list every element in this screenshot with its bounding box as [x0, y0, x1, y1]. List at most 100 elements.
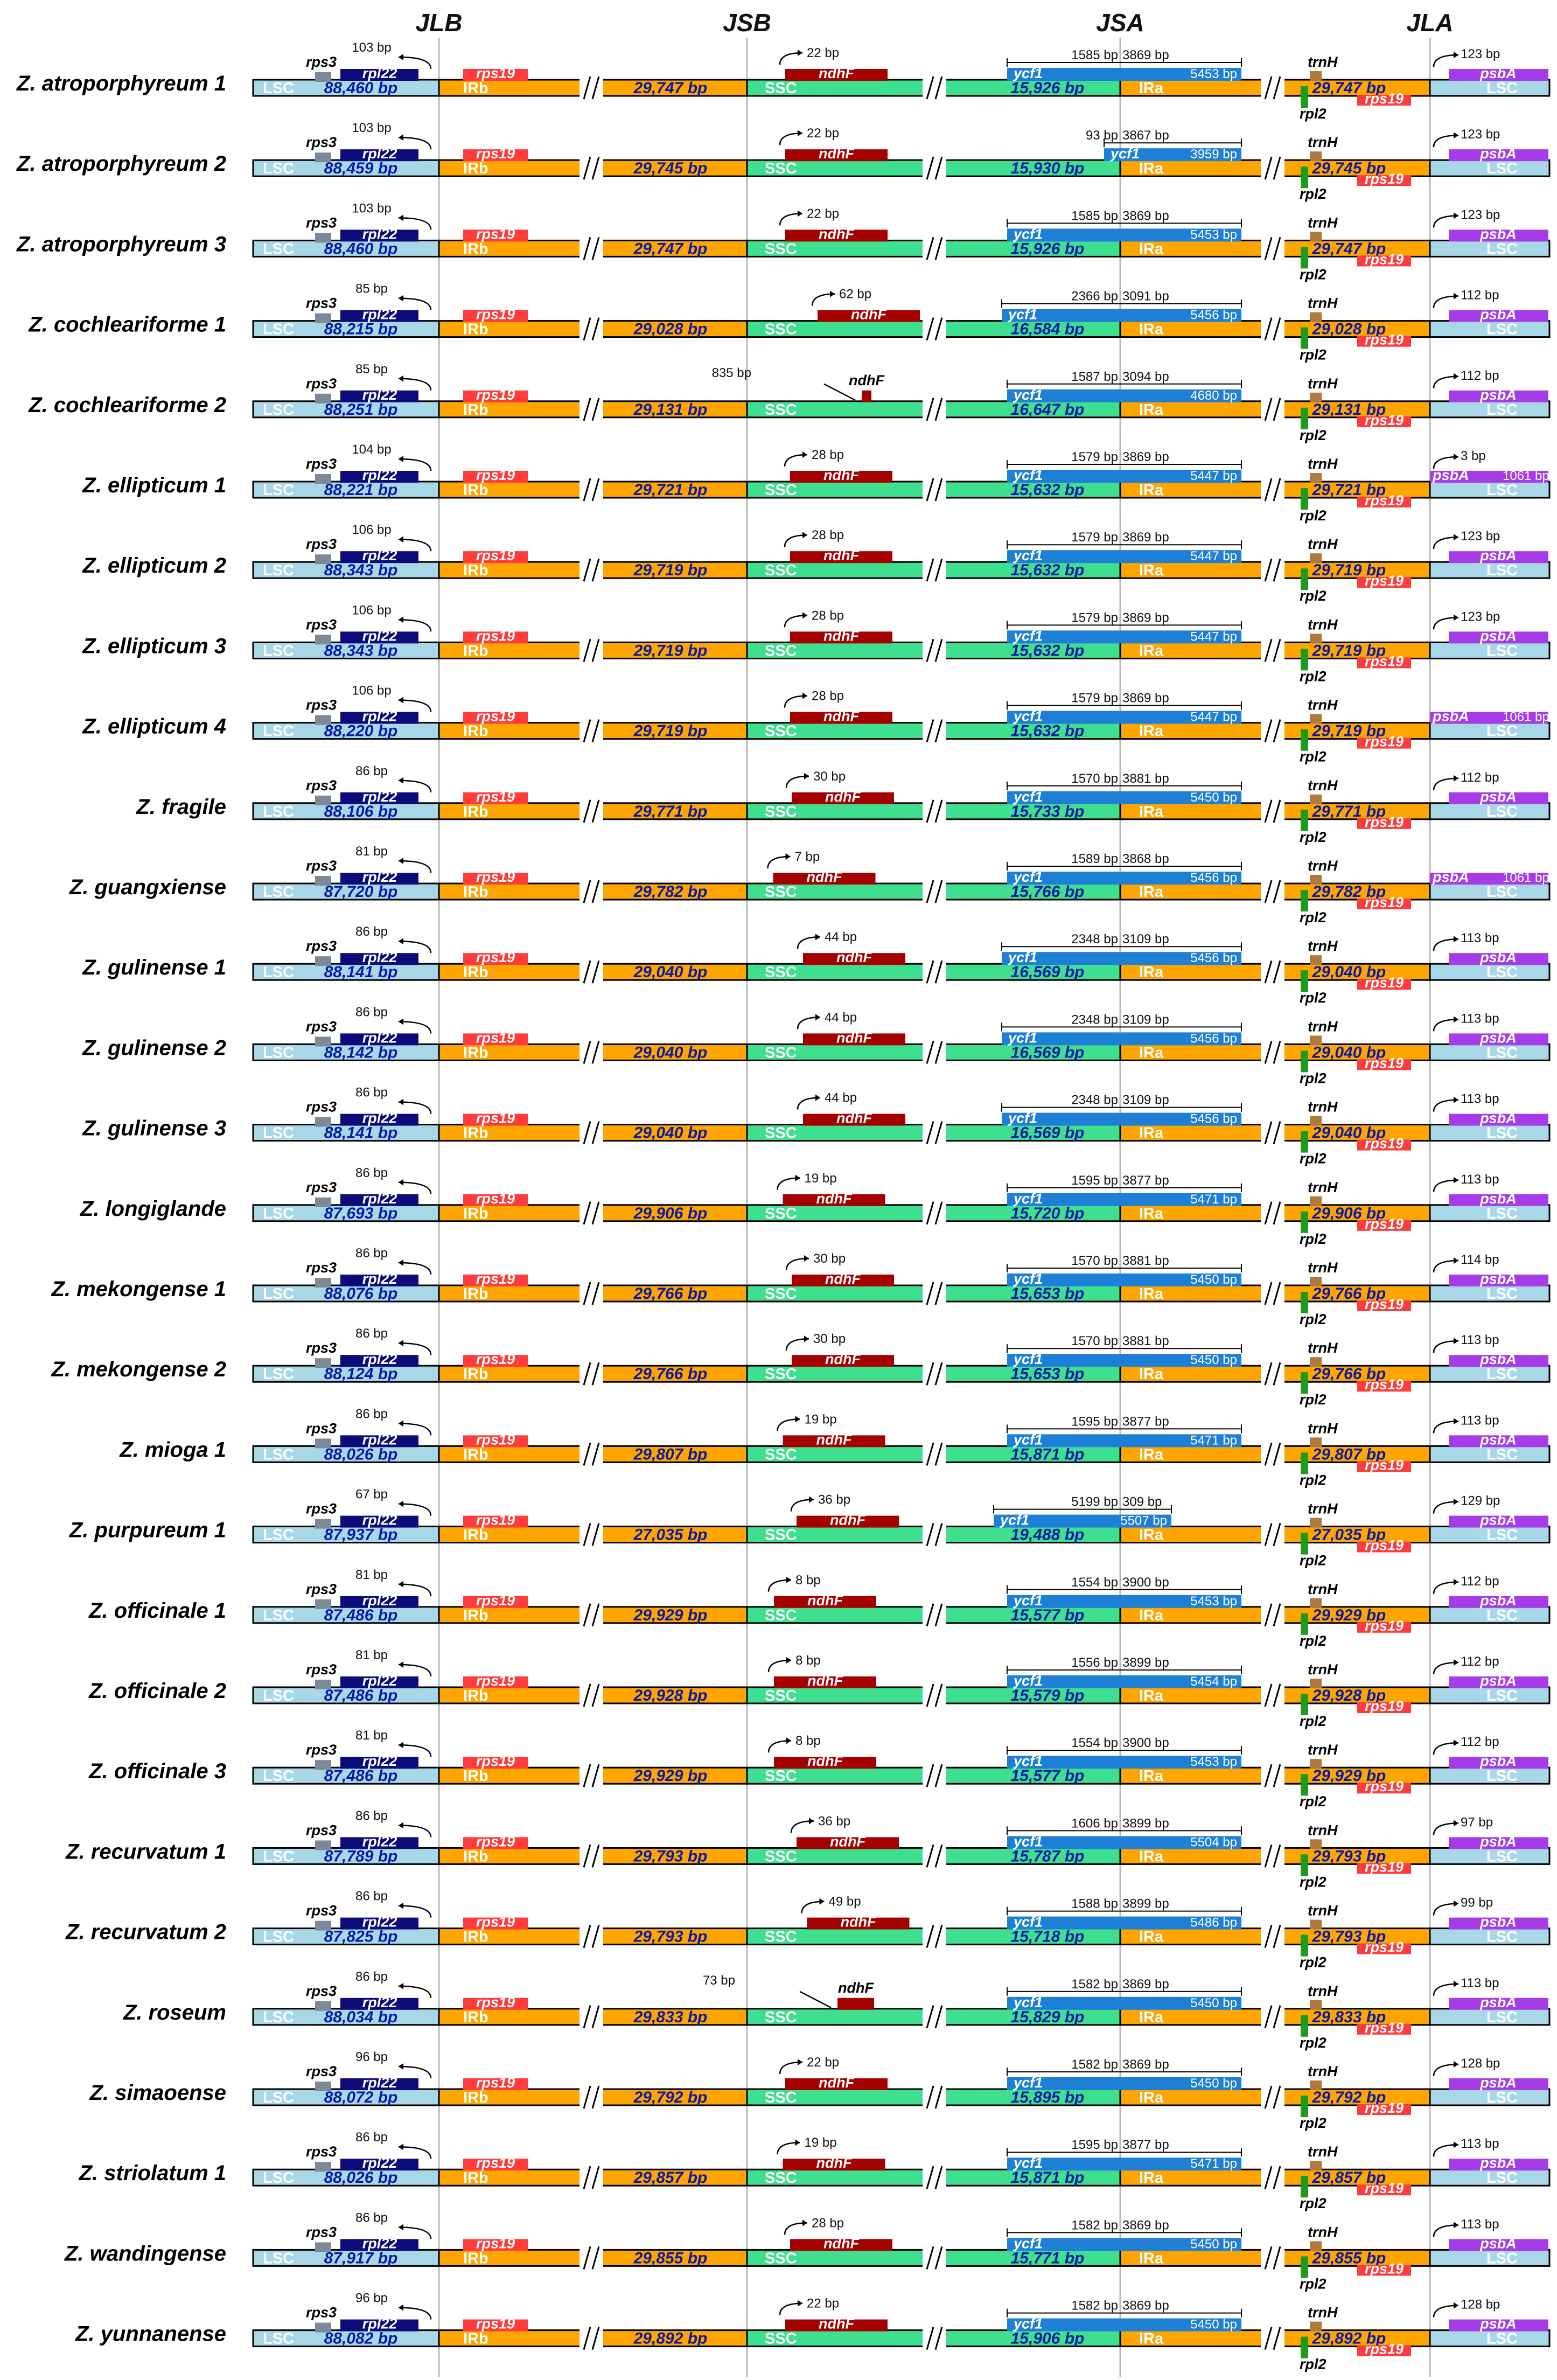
ira-region-right: [1272, 2249, 1431, 2267]
psbA-gene: [1449, 1757, 1548, 1769]
species-label: Z. atroporphyreum 1: [16, 72, 226, 95]
rpl22-gene: [340, 712, 418, 724]
jsb-arrow-head: [802, 532, 807, 539]
break-mark: [591, 2166, 600, 2189]
rpl2-label: rpl2: [1300, 2356, 1326, 2372]
break-mark: [591, 76, 600, 100]
ycf1-gene: [994, 1514, 1171, 1528]
region-label-lsc: LSC: [1486, 401, 1518, 419]
jsb-distance: 22 bp: [807, 46, 839, 60]
ssc-region-right: [933, 561, 1121, 579]
break-mark: [926, 558, 934, 582]
ycf1-label: ycf1: [1013, 1994, 1043, 2010]
rpl2-label: rpl2: [1300, 909, 1326, 925]
region-label-ssc: SSC: [765, 1687, 797, 1704]
lsc-length: 88,034 bp: [324, 2008, 398, 2026]
rpl2-label: rpl2: [1300, 1793, 1326, 1810]
ndhF-label: ndhF: [830, 1512, 866, 1528]
break-mark: [1264, 1683, 1273, 1707]
jlb-distance: 86 bp: [355, 1005, 388, 1019]
ycf1-label: ycf1: [1013, 1914, 1043, 1930]
ira-region-left: [1119, 641, 1274, 659]
jsb-distance: 835 bp: [712, 366, 751, 380]
rps3-label: rps3: [306, 858, 337, 874]
break-mark: [1273, 2246, 1281, 2270]
rps19-gene-ira: [1357, 1863, 1411, 1874]
jlb-arrow: [398, 1664, 432, 1677]
rps3-gene: [315, 1358, 331, 1368]
rps19-gene: [463, 712, 528, 724]
ycf1-total-length: 5456 bp: [1190, 951, 1237, 965]
rpl22-gene: [340, 2078, 418, 2090]
break-mark: [934, 638, 943, 662]
jla-arrow-head: [1454, 132, 1458, 139]
ira-length: 29,766 bp: [1312, 1285, 1386, 1303]
rps19-label-ira: rps19: [1365, 412, 1404, 428]
ycf1-ir-part: 309 bp: [1122, 1495, 1162, 1509]
psbA-label: psbA: [1479, 1914, 1517, 1930]
rpl22-label: rpl22: [362, 145, 397, 162]
trnH-label: trnH: [1308, 697, 1338, 713]
ycf1-ssc-part: 1579 bp: [1071, 610, 1118, 625]
rpl2-gene: [1301, 568, 1308, 590]
irb-region-right: [590, 1365, 748, 1383]
break-mark: [1264, 1121, 1273, 1145]
lsc-length: 87,693 bp: [324, 1205, 398, 1222]
ycf1-ssc-part: 1579 bp: [1071, 450, 1118, 464]
jla-arrow-head: [1454, 373, 1458, 380]
jla-arrow-head: [1454, 2222, 1458, 2229]
break-mark: [926, 478, 934, 502]
psbA-label: psbA: [1479, 307, 1517, 323]
irb-region-right: [590, 239, 748, 258]
break-mark: [926, 1040, 934, 1064]
break-gap: [923, 1361, 946, 1387]
region-label-lsc: LSC: [263, 2330, 294, 2348]
ssc-region-left: [746, 1526, 935, 1544]
ycf1-total-length: 5453 bp: [1190, 67, 1237, 81]
rpl2-label: rpl2: [1300, 186, 1326, 202]
jlb-arrow-head: [399, 2144, 403, 2151]
species-label: Z. roseum: [123, 2001, 226, 2024]
jla-distance: 112 bp: [1461, 1735, 1499, 1749]
region-label-irb: IRb: [463, 1767, 488, 1785]
ira-region-left: [1119, 882, 1274, 901]
jsb-distance: 49 bp: [829, 1895, 861, 1909]
ssc-region-left: [746, 722, 935, 740]
rps19-gene: [463, 1114, 528, 1126]
jlb-arrow-head: [399, 858, 403, 864]
ndhF-gene: [790, 2239, 892, 2251]
break-mark: [1273, 558, 1281, 582]
rpl2-gene: [1301, 166, 1308, 189]
region-label-lsc: LSC: [263, 2250, 294, 2267]
lsc-length: 88,124 bp: [324, 1365, 398, 1383]
ycf1-ir-part: 3900 bp: [1122, 1736, 1169, 1750]
break-mark: [926, 2327, 934, 2350]
rpl22-label: rpl22: [362, 2075, 397, 2091]
rpl2-label: rpl2: [1300, 1633, 1326, 1649]
trnH-label: trnH: [1308, 2224, 1338, 2240]
break-mark: [1273, 478, 1281, 502]
lsc-region-right: [1429, 1043, 1551, 1061]
jla-arrow-head: [1454, 52, 1458, 58]
psbA-label: psbA: [1479, 1592, 1517, 1609]
break-mark: [1273, 156, 1281, 180]
rps3-label: rps3: [306, 1259, 337, 1276]
break-mark: [583, 1844, 591, 1868]
break-gap: [1261, 1442, 1284, 1467]
rpl2-gene: [1301, 970, 1308, 992]
ycf1-gene: [1007, 1836, 1241, 1849]
lsc-region-right: [1429, 2008, 1551, 2026]
jlb-arrow: [398, 2226, 432, 2239]
ycf1-ir-part: 3881 bp: [1122, 771, 1169, 786]
ira-length: 29,929 bp: [1312, 1606, 1386, 1624]
trnH-label: trnH: [1308, 938, 1338, 954]
rps3-gene: [315, 393, 331, 403]
break-mark: [926, 799, 934, 823]
region-label-irb: IRb: [463, 80, 488, 97]
ira-length: 29,833 bp: [1312, 2008, 1386, 2026]
jla-distance: 99 bp: [1461, 1896, 1493, 1910]
lsc-length: 87,486 bp: [324, 1687, 398, 1704]
ycf1-label: ycf1: [1013, 2075, 1043, 2091]
species-label: Z. striolatum 1: [79, 2161, 226, 2185]
